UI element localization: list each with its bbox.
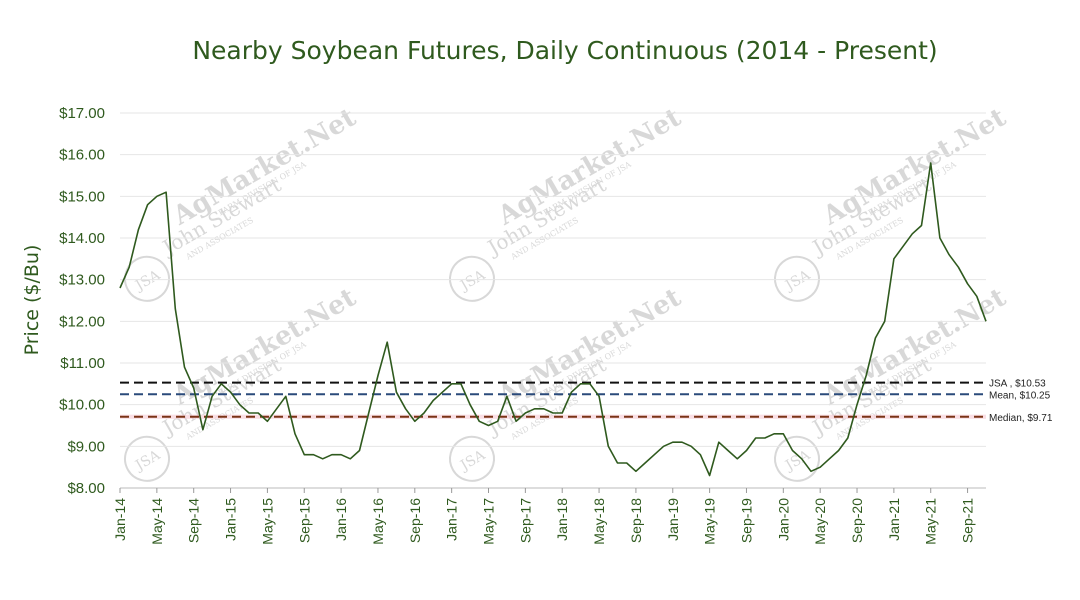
watermark-seal-text: JSA (781, 267, 813, 295)
x-tick-label: May-18 (591, 498, 607, 545)
y-tick-label: $11.00 (60, 355, 105, 372)
x-tick-label: Jan-19 (665, 498, 681, 541)
watermark-brand: AgMarket.Net (492, 103, 686, 232)
jsa-line-label: JSA , $10.53 (989, 379, 1046, 390)
x-tick-label: May-20 (812, 498, 828, 545)
y-tick-label: $8.00 (67, 480, 105, 497)
x-tick-label: May-16 (370, 498, 386, 545)
watermark-seal-text: JSA (781, 447, 813, 475)
y-axis-ticks: $8.00 $9.00 $10.00 $11.00 $12.00 $13.00 $14.00… (59, 105, 105, 497)
x-tick-label: May-21 (923, 498, 939, 545)
x-tick-label: Jan-16 (333, 498, 349, 541)
x-tick-label: Jan-15 (223, 498, 239, 541)
x-tick-label: Sep-18 (628, 498, 644, 543)
watermark-brand: AgMarket.Net (817, 283, 1011, 412)
x-tick-label: Sep-19 (738, 498, 754, 543)
y-tick-label: $9.00 (67, 438, 105, 455)
x-tick-label: Jan-14 (112, 498, 128, 541)
x-tick-label: Sep-20 (849, 498, 865, 543)
median-band (120, 414, 986, 419)
x-tick-label: Sep-16 (407, 498, 423, 543)
x-tick-label: Jan-20 (775, 498, 791, 541)
gridlines (120, 112, 986, 447)
watermark-brand: AgMarket.Net (167, 103, 361, 232)
x-tick-label: Sep-15 (296, 498, 312, 543)
mean-line-label: Mean, $10.25 (989, 390, 1051, 401)
price-series-line (119, 162, 987, 477)
watermark-seal-text: JSA (131, 447, 163, 475)
y-tick-label: $17.00 (59, 105, 105, 122)
x-tick-label: Sep-14 (186, 498, 202, 543)
median-line-label: Median, $9.71 (989, 413, 1053, 424)
watermark-seal (449, 435, 496, 482)
y-tick-label: $15.00 (59, 188, 105, 205)
watermark-brand: AgMarket.Net (167, 283, 361, 412)
y-tick-label: $16.00 (59, 147, 105, 164)
watermark-seal (124, 255, 171, 302)
watermark-seal-text: JSA (456, 447, 488, 475)
x-tick-label: May-14 (149, 498, 165, 545)
watermark-seal (124, 435, 171, 482)
y-axis-label: Price ($/Bu) (21, 245, 43, 356)
y-tick-label: $12.00 (59, 313, 105, 330)
watermark-seal-text: JSA (456, 267, 488, 295)
watermark-seal (449, 255, 496, 302)
x-tick-label: Jan-17 (444, 498, 460, 541)
y-tick-label: $13.00 (59, 272, 105, 289)
x-tick-label: Sep-17 (517, 498, 533, 543)
watermark-seal (774, 255, 821, 302)
x-tick-label: May-15 (259, 498, 275, 545)
chart-title: Nearby Soybean Futures, Daily Continuous… (192, 36, 937, 65)
x-tick-label: Jan-18 (554, 498, 570, 541)
x-tick-label: Jan-21 (886, 498, 902, 541)
x-tick-label: Sep-21 (960, 498, 976, 543)
x-tick-label: May-17 (481, 498, 497, 545)
y-tick-label: $10.00 (59, 397, 105, 414)
y-tick-label: $14.00 (59, 230, 105, 247)
watermark-brand: AgMarket.Net (492, 283, 686, 412)
x-tick-label: May-19 (702, 498, 718, 545)
watermark-seal-text: JSA (131, 267, 163, 295)
watermark-brand: AgMarket.Net (817, 103, 1011, 232)
x-axis-ticks: Jan-14 May-14 Sep-14 Jan-15 May-15 Sep-15 Jan-… (112, 488, 976, 545)
